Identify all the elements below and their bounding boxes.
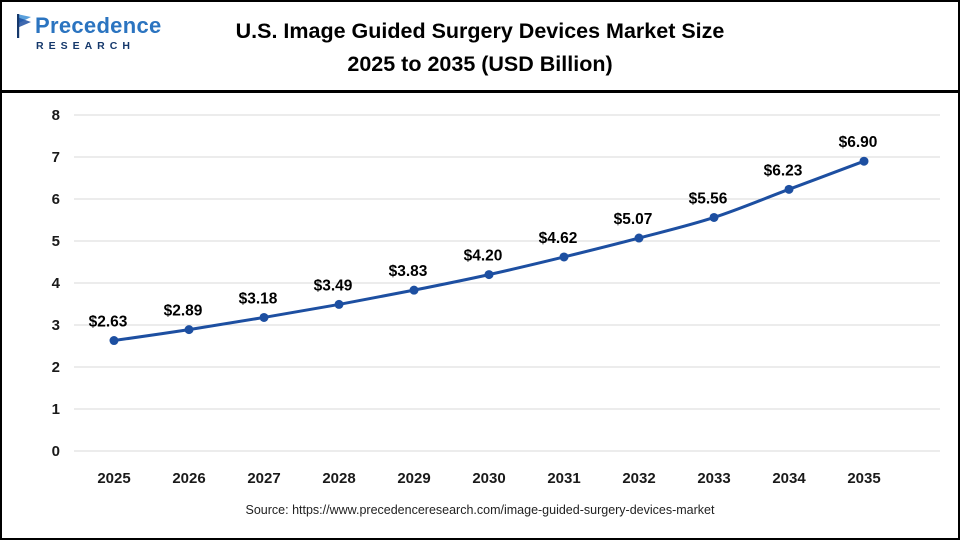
x-axis-tick-label: 2033 xyxy=(697,470,730,487)
chart-area: 0 1 2 3 4 5 6 7 8 2025 2026 2027 2028 2029 2030 2031 203… xyxy=(2,93,958,495)
y-axis-tick-label: 8 xyxy=(52,107,60,124)
y-axis-tick-label: 4 xyxy=(52,275,61,292)
y-axis-tick-label: 5 xyxy=(52,233,60,250)
x-axis-tick-label: 2030 xyxy=(472,470,505,487)
x-axis-tick-label: 2025 xyxy=(97,470,130,487)
logo-subtitle: RESEARCH xyxy=(36,40,135,52)
data-point-marker xyxy=(484,270,494,280)
data-point-label: $2.89 xyxy=(164,303,203,320)
data-point-label: $2.63 xyxy=(89,314,128,331)
data-point-label: $3.83 xyxy=(389,263,428,280)
chart-title: U.S. Image Guided Surgery Devices Market… xyxy=(2,15,958,82)
y-axis-tick-label: 1 xyxy=(52,401,60,418)
data-point-label: $4.20 xyxy=(464,248,503,265)
x-axis-tick-label: 2032 xyxy=(622,470,655,487)
x-axis-tick-label: 2034 xyxy=(772,470,806,487)
data-point-label: $5.07 xyxy=(614,211,653,228)
chart-title-line2: 2025 to 2035 (USD Billion) xyxy=(347,52,613,77)
x-axis-tick-label: 2028 xyxy=(322,470,355,487)
data-point-marker xyxy=(559,252,569,262)
y-axis-tick-label: 7 xyxy=(52,149,60,166)
data-point-marker xyxy=(784,184,794,194)
data-point-marker xyxy=(409,285,419,295)
footer: Source: https://www.precedenceresearch.c… xyxy=(2,495,958,517)
x-axis-tick-label: 2031 xyxy=(547,470,580,487)
data-point-marker xyxy=(334,299,344,309)
y-axis-tick-label: 3 xyxy=(52,317,60,334)
y-axis-tick-label: 6 xyxy=(52,191,60,208)
data-point-marker xyxy=(859,156,869,166)
x-axis-tick-label: 2035 xyxy=(847,470,880,487)
data-point-marker xyxy=(634,233,644,243)
header: Precedence RESEARCH U.S. Image Guided Su… xyxy=(2,2,958,93)
data-point-label: $6.23 xyxy=(764,162,803,179)
precedence-research-logo: Precedence RESEARCH xyxy=(16,14,186,52)
chart-title-line1: U.S. Image Guided Surgery Devices Market… xyxy=(235,19,725,43)
source-text: Source: https://www.precedenceresearch.c… xyxy=(245,503,715,517)
x-axis-tick-label: 2029 xyxy=(397,470,430,487)
x-axis-tick-label: 2027 xyxy=(247,470,280,487)
data-point-label: $3.49 xyxy=(314,277,353,294)
data-point-marker xyxy=(184,325,194,335)
y-axis-tick-label: 0 xyxy=(52,443,60,460)
data-point-label: $5.56 xyxy=(689,190,728,207)
logo-wordmark: Precedence xyxy=(35,13,162,38)
data-point-label: $3.18 xyxy=(239,290,278,307)
y-axis-tick-label: 2 xyxy=(52,359,60,376)
logo-flag-icon xyxy=(17,14,31,38)
data-point-marker xyxy=(259,312,269,322)
data-point-label: $4.62 xyxy=(539,230,578,247)
data-point-label: $6.90 xyxy=(839,134,878,151)
x-axis-tick-label: 2026 xyxy=(172,470,205,487)
data-point-marker xyxy=(109,336,119,346)
data-point-marker xyxy=(709,212,719,222)
market-size-line-chart: 0 1 2 3 4 5 6 7 8 2025 2026 2027 2028 2029 2030 2031 203… xyxy=(52,107,940,487)
